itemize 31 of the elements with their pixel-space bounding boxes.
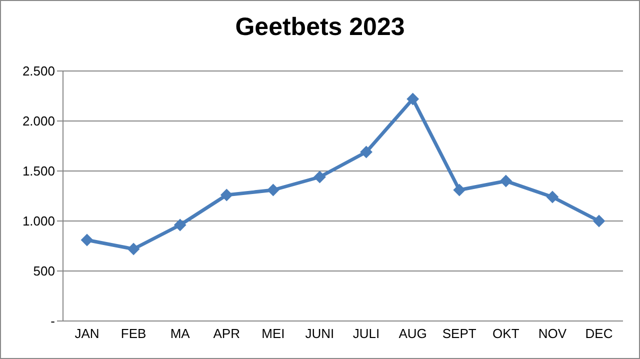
x-tick-label: APR xyxy=(213,326,240,342)
y-tick-label: 500 xyxy=(33,264,55,279)
point xyxy=(453,184,466,196)
point xyxy=(128,243,140,255)
y-tick-label: - xyxy=(50,314,55,329)
x-tick-label: SEPT xyxy=(442,326,476,342)
point xyxy=(593,215,605,227)
y-tick-label: 1.000 xyxy=(22,214,55,229)
point xyxy=(174,219,186,231)
x-tick-label: NOV xyxy=(538,326,567,342)
y-tick-label: 2.000 xyxy=(22,114,55,129)
x-tick-label: FEB xyxy=(120,326,146,342)
point xyxy=(81,234,93,246)
point xyxy=(360,146,372,158)
chart-title: Geetbets 2023 xyxy=(234,13,406,42)
x-tick-label: JAN xyxy=(74,326,100,342)
point xyxy=(220,189,233,201)
x-tick-label: AUG xyxy=(398,326,427,342)
point xyxy=(314,171,326,183)
x-tick-label: OKT xyxy=(492,326,520,342)
y-tick-label: 1.500 xyxy=(22,164,55,179)
point xyxy=(267,184,280,196)
x-tick-label: JULI xyxy=(352,326,380,342)
x-tick-label: DEC xyxy=(585,326,613,342)
point xyxy=(546,191,558,203)
y-tick-label: 2.500 xyxy=(22,64,55,79)
x-tick-label: MEI xyxy=(262,326,285,342)
x-tick-label: MA xyxy=(170,326,190,342)
point xyxy=(500,175,512,187)
x-tick-label: JUNI xyxy=(305,326,334,342)
point xyxy=(406,93,419,105)
